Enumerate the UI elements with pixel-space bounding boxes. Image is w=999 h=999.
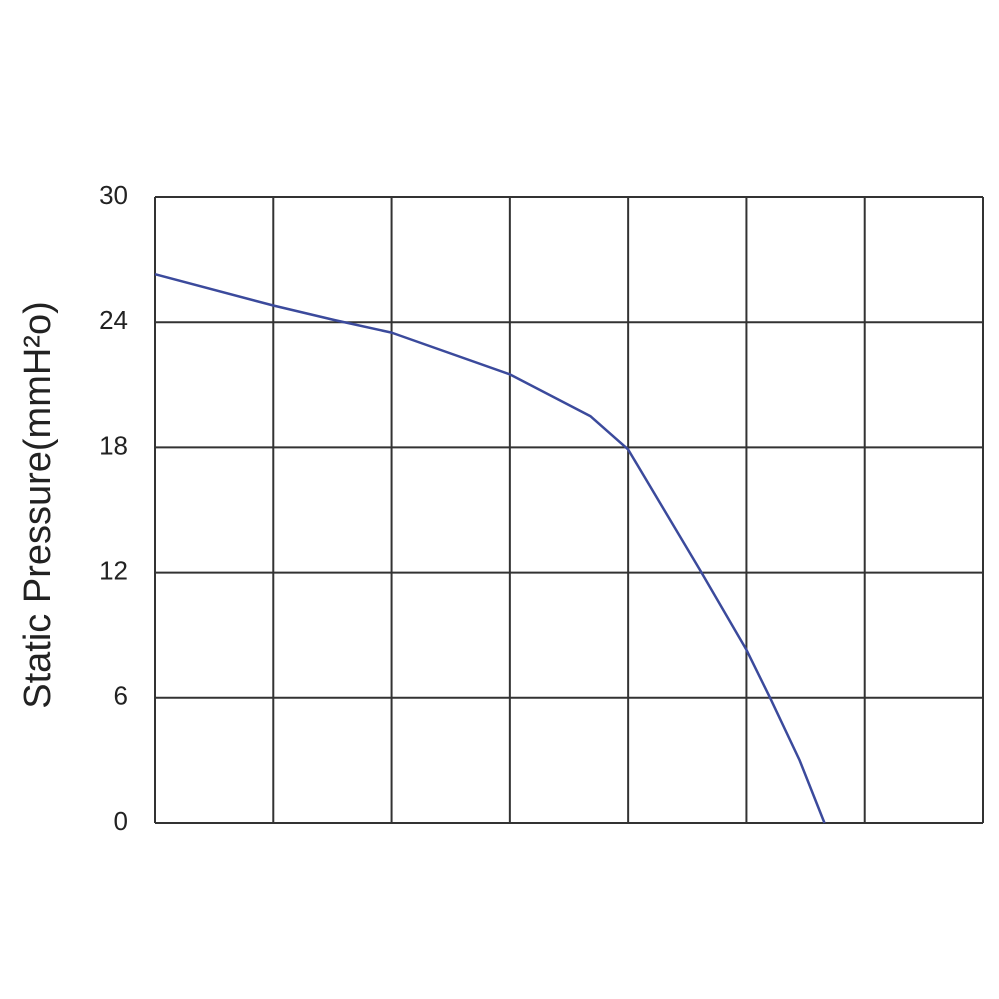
y-tick-label: 6 [114, 681, 128, 711]
y-tick-label: 12 [99, 555, 128, 585]
y-axis-label: Static Pressure(mmH²o) [17, 301, 59, 709]
y-tick-label: 0 [114, 806, 128, 836]
data-line [154, 272, 826, 824]
y-tick-label: 30 [99, 180, 128, 210]
y-tick-label: 24 [99, 305, 128, 335]
y-tick-label: 18 [99, 430, 128, 460]
